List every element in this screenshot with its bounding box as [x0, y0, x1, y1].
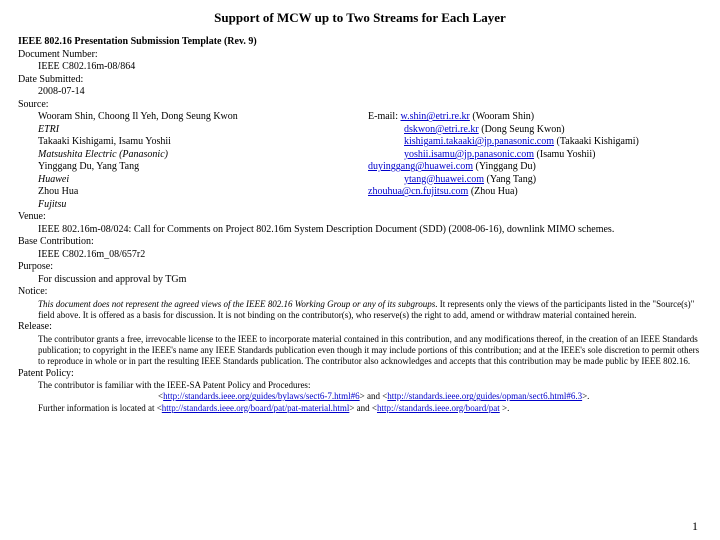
patent-line-1: The contributor is familiar with the IEE…: [38, 380, 310, 390]
source-org-2: Matsushita Electric (Panasonic): [38, 149, 368, 162]
release-text: The contributor grants a free, irrevocab…: [18, 334, 702, 368]
email-row-6: ytang@huawei.com (Yang Tang): [368, 174, 702, 187]
notice-text: This document does not represent the agr…: [18, 299, 702, 322]
release-label: Release:: [18, 321, 702, 334]
email-suffix: (Wooram Shin): [470, 111, 534, 122]
document-title: Support of MCW up to Two Streams for Eac…: [18, 10, 702, 26]
email-link[interactable]: dskwon@etri.re.kr: [404, 124, 479, 135]
patent-line-2: Further information is located at: [38, 403, 157, 413]
template-header: IEEE 802.16 Presentation Submission Temp…: [18, 36, 702, 49]
base-contribution-label: Base Contribution:: [18, 236, 702, 249]
email-suffix: (Isamu Yoshii): [534, 149, 595, 160]
email-row-5: duyinggang@huawei.com (Yinggang Du): [368, 161, 702, 174]
email-row-1: E-mail: w.shin@etri.re.kr (Wooram Shin): [368, 111, 702, 124]
source-org-3: Huawei: [38, 174, 368, 187]
patent-and: and: [365, 391, 383, 401]
doc-number: IEEE C802.16m-08/864: [18, 61, 702, 74]
source-org-1: ETRI: [38, 124, 368, 137]
email-suffix: (Yang Tang): [484, 174, 536, 185]
patent-link[interactable]: http://standards.ieee.org/board/pat: [377, 403, 500, 413]
email-suffix: (Takaaki Kishigami): [554, 136, 639, 147]
source-author-1: Wooram Shin, Choong Il Yeh, Dong Seung K…: [38, 111, 368, 124]
patent-link[interactable]: http://standards.ieee.org/guides/bylaws/…: [163, 391, 360, 401]
page-number: 1: [692, 519, 698, 534]
email-row-2: dskwon@etri.re.kr (Dong Seung Kwon): [368, 124, 702, 137]
patent-policy-text: The contributor is familiar with the IEE…: [18, 380, 702, 414]
patent-link[interactable]: http://standards.ieee.org/board/pat/pat-…: [162, 403, 350, 413]
email-link[interactable]: zhouhua@cn.fujitsu.com: [368, 186, 468, 197]
email-row-4: yoshii.isamu@jp.panasonic.com (Isamu Yos…: [368, 149, 702, 162]
email-suffix: (Yinggang Du): [473, 161, 536, 172]
email-link[interactable]: w.shin@etri.re.kr: [401, 111, 470, 122]
email-link[interactable]: kishigami.takaaki@jp.panasonic.com: [404, 136, 554, 147]
purpose-text: For discussion and approval by TGm: [18, 274, 702, 287]
base-contribution: IEEE C802.16m_08/657r2: [18, 249, 702, 262]
date-label: Date Submitted:: [18, 74, 702, 87]
patent-and-2: and: [354, 403, 372, 413]
date-submitted: 2008-07-14: [18, 86, 702, 99]
email-suffix: (Dong Seung Kwon): [479, 124, 565, 135]
email-row-3: kishigami.takaaki@jp.panasonic.com (Taka…: [368, 136, 702, 149]
patent-link[interactable]: http://standards.ieee.org/guides/opman/s…: [387, 391, 582, 401]
source-author-4: Zhou Hua: [38, 186, 368, 199]
email-link[interactable]: duyinggang@huawei.com: [368, 161, 473, 172]
email-link[interactable]: yoshii.isamu@jp.panasonic.com: [404, 149, 534, 160]
email-suffix: (Zhou Hua): [468, 186, 517, 197]
source-author-2: Takaaki Kishigami, Isamu Yoshii: [38, 136, 368, 149]
purpose-label: Purpose:: [18, 261, 702, 274]
venue-text: IEEE 802.16m-08/024: Call for Comments o…: [18, 224, 702, 237]
venue-label: Venue:: [18, 211, 702, 224]
email-row-7: zhouhua@cn.fujitsu.com (Zhou Hua): [368, 186, 702, 199]
source-author-3: Yinggang Du, Yang Tang: [38, 161, 368, 174]
source-label: Source:: [18, 99, 702, 112]
email-link[interactable]: ytang@huawei.com: [404, 174, 484, 185]
email-label: E-mail:: [368, 111, 398, 122]
source-org-4: Fujitsu: [38, 199, 368, 212]
notice-italic: This document does not represent the agr…: [38, 299, 435, 309]
patent-policy-label: Patent Policy:: [18, 368, 702, 381]
notice-label: Notice:: [18, 286, 702, 299]
doc-number-label: Document Number:: [18, 49, 702, 62]
